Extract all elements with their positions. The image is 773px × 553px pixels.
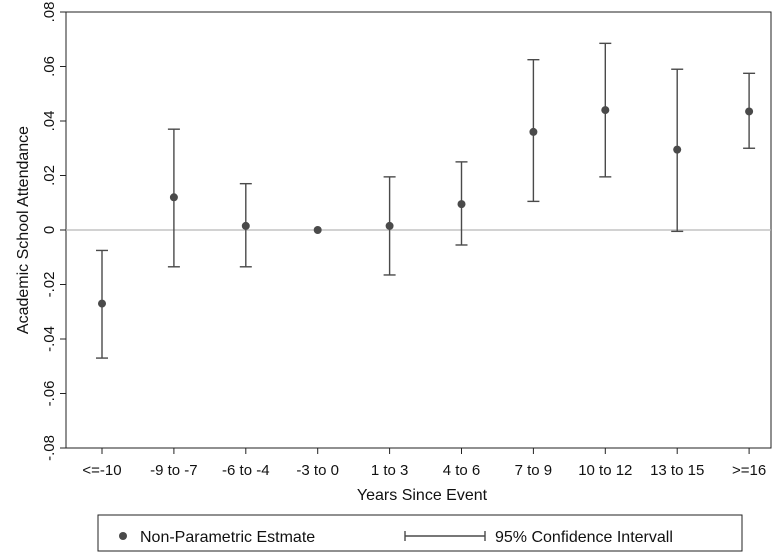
legend-marker-estimate [119,532,127,540]
estimate-point [457,200,466,209]
y-tick-label: -.06 [41,381,58,407]
estimate-point [98,299,106,308]
y-tick-label: .04 [41,111,58,132]
estimate-point [385,221,394,230]
estimate-point [313,226,322,234]
x-tick-label: -9 to -7 [150,462,198,479]
x-tick-label: 13 to 15 [650,462,704,479]
legend-label-ci: 95% Confidence Intervall [495,529,673,546]
y-tick-label: -.04 [41,326,58,352]
legend-label-estimate: Non-Parametric Estmate [140,529,315,546]
y-tick-label: -.08 [41,435,58,461]
x-tick-label: -3 to 0 [296,462,339,479]
x-tick-label: 10 to 12 [578,462,632,479]
x-tick-label: 7 to 9 [515,462,553,479]
x-tick-label: 4 to 6 [443,462,481,479]
estimate-point [169,193,178,202]
estimate-point [241,221,250,230]
estimate-point [745,107,754,116]
estimate-point [529,127,538,136]
y-tick-label: .06 [41,56,58,77]
x-tick-label: -6 to -4 [222,462,270,479]
legend-box [97,514,743,552]
y-axis-title: Academic School Attendance [15,126,32,334]
x-tick-label: 1 to 3 [371,462,409,479]
estimate-point [601,106,610,115]
x-axis: <=-10 -9 to -7 -6 to -4 -3 to 0 1 to 3 4 to 6… [82,448,766,479]
y-tick-label: -.02 [41,272,58,298]
x-axis-title: Years Since Event [357,487,488,504]
x-tick-label: >=16 [732,462,766,479]
legend: Non-Parametric Estmate 95% Confidence In… [97,514,743,552]
x-tick-label: <=-10 [82,462,121,479]
y-tick-label: .02 [41,165,58,186]
y-tick-label: 0 [41,226,58,234]
estimate-point [673,145,682,154]
y-axis: -.08 -.06 -.04 -.02 0 .02 .04 .06 .08 [41,2,66,461]
y-tick-label: .08 [41,2,58,23]
